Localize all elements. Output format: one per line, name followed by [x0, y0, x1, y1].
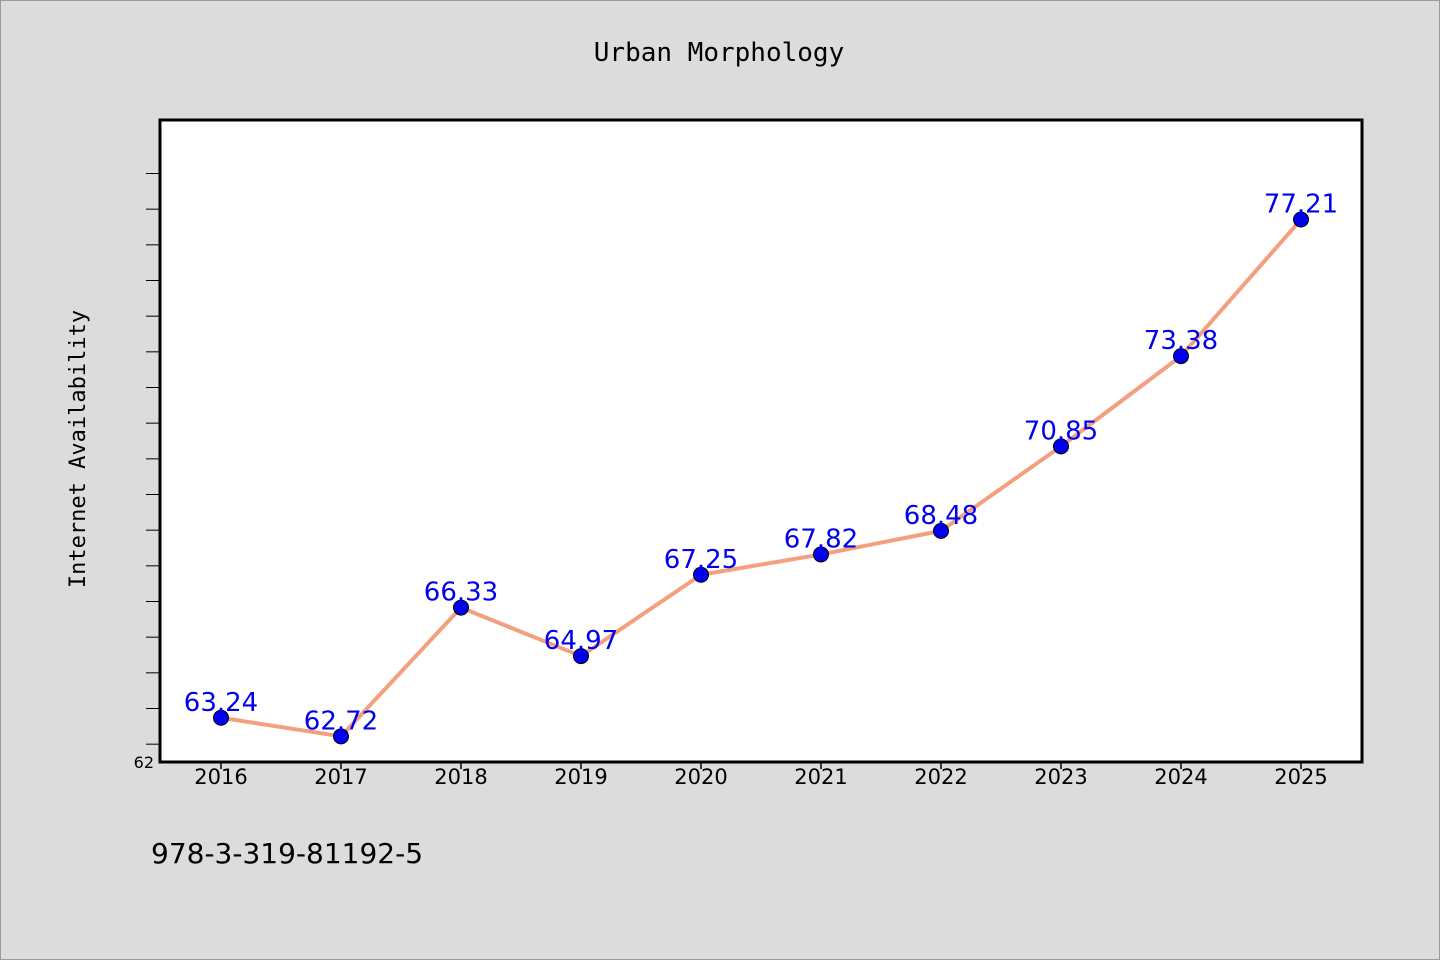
- data-point: [933, 522, 949, 539]
- data-label: 66.33: [424, 578, 498, 608]
- data-label: 67.82: [784, 524, 858, 554]
- data-point: [1053, 438, 1069, 455]
- data-point: [1173, 348, 1189, 365]
- data-point: [213, 709, 229, 726]
- data-point: [453, 599, 469, 616]
- data-label: 68.48: [904, 501, 978, 531]
- chart-title: Urban Morphology: [594, 38, 844, 68]
- x-tick-label: 2022: [914, 765, 967, 789]
- x-tick-label: 2021: [794, 765, 847, 789]
- data-label: 62.72: [304, 706, 378, 736]
- y-axis-tick-labels: 62: [134, 753, 154, 772]
- y-tick-label: 62: [134, 753, 154, 772]
- data-point: [693, 566, 709, 583]
- y-axis-label: Internet Availability: [66, 310, 91, 588]
- series-line: [219, 217, 1303, 739]
- x-tick-label: 2016: [194, 765, 247, 789]
- x-axis-ticks: 2016 2017 2018 2019 2020 2021 2022 2023 2024 2025: [194, 762, 1328, 789]
- data-point: [333, 728, 349, 745]
- footer-isbn: 978-3-319-81192-5: [151, 837, 423, 870]
- data-label: 67.25: [664, 545, 738, 575]
- data-point: [813, 546, 829, 563]
- data-label: 63.24: [184, 688, 258, 718]
- plot-area: [158, 118, 1364, 764]
- data-point: [573, 648, 589, 665]
- data-label: 70.85: [1024, 416, 1098, 446]
- x-tick-label: 2023: [1034, 765, 1087, 789]
- y-axis-minor-ticks: [146, 173, 160, 745]
- x-tick-label: 2024: [1154, 765, 1207, 789]
- data-label: 64.97: [544, 626, 618, 656]
- x-tick-label: 2025: [1274, 765, 1327, 789]
- data-labels: 63.24 62.72 66.33 64.97 67.25 67.82 68.48 70.85…: [184, 190, 1338, 737]
- data-label: 73.38: [1144, 326, 1218, 356]
- x-tick-label: 2017: [314, 765, 367, 789]
- x-tick-label: 2019: [554, 765, 607, 789]
- x-tick-label: 2020: [674, 765, 727, 789]
- data-label: 77.21: [1264, 190, 1338, 220]
- series-lines: [219, 217, 1303, 739]
- x-tick-label: 2018: [434, 765, 487, 789]
- series-points: [213, 211, 1309, 745]
- data-point: [1293, 211, 1309, 228]
